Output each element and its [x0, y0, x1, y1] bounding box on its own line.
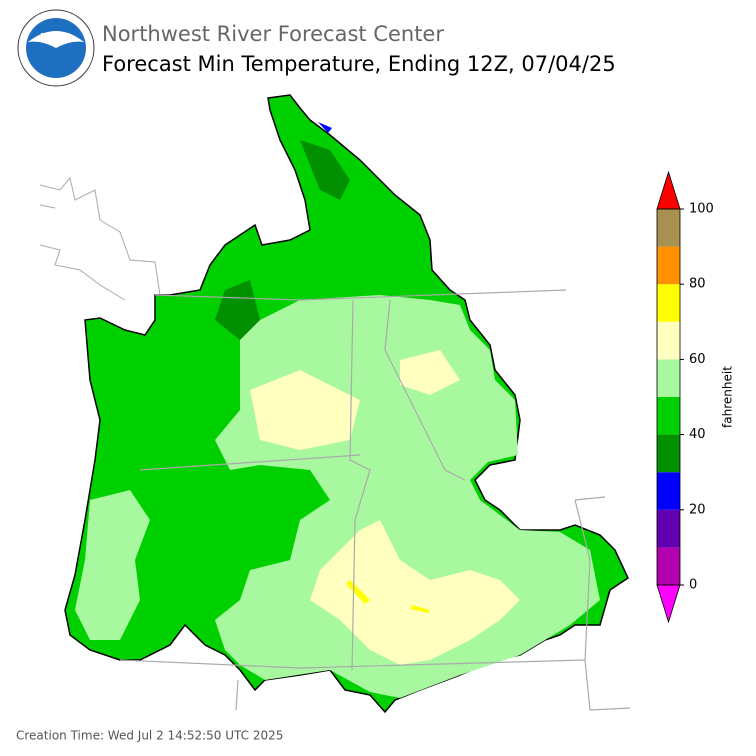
colorbar-segment: [657, 434, 680, 473]
organization: Northwest River Forecast Center: [102, 22, 444, 46]
colorbar-tick-label: 0: [689, 578, 697, 593]
colorbar-over: [656, 170, 681, 210]
cold-area: [318, 122, 332, 133]
colorbar-tick-label: 80: [689, 277, 706, 292]
coastline: [39, 176, 161, 301]
colorbar-segment: [657, 509, 680, 548]
state-boundary: [119, 289, 631, 711]
colorbar-frame: [656, 208, 681, 586]
colorbar-segment: [657, 284, 680, 322]
mild-area: [75, 490, 150, 640]
creation-time: Creation Time: Wed Jul 2 14:52:50 UTC 20…: [16, 729, 283, 743]
colorbar: 0 20 40 60 80 100: [656, 170, 714, 624]
colorbar-tick-label: 60: [689, 352, 706, 367]
colorbar-segment: [657, 209, 680, 247]
colorbar-label: fahrenheit: [721, 366, 735, 428]
map-title: Forecast Min Temperature, Ending 12Z, 07…: [102, 52, 616, 76]
colorbar-segment: [657, 359, 680, 397]
colorbar-tick-label: 100: [689, 202, 714, 217]
colorbar-segment: [657, 472, 680, 510]
cool-area: [215, 140, 350, 340]
colorbar-segment: [657, 547, 680, 585]
warm-area: [250, 350, 460, 450]
hot-area: [346, 580, 430, 613]
colorbar-segment: [657, 321, 680, 360]
logo-text: NOAA: [40, 32, 72, 43]
noaa-logo: NOAA: [17, 9, 95, 87]
colorbar-under: [656, 584, 681, 624]
colorbar-tick-label: 20: [689, 502, 706, 517]
map: [39, 94, 631, 714]
warm-area: [310, 520, 520, 665]
colorbar-segment: [657, 246, 680, 285]
colorbar-tick-label: 40: [689, 427, 706, 442]
colorbar-segment: [657, 397, 680, 435]
